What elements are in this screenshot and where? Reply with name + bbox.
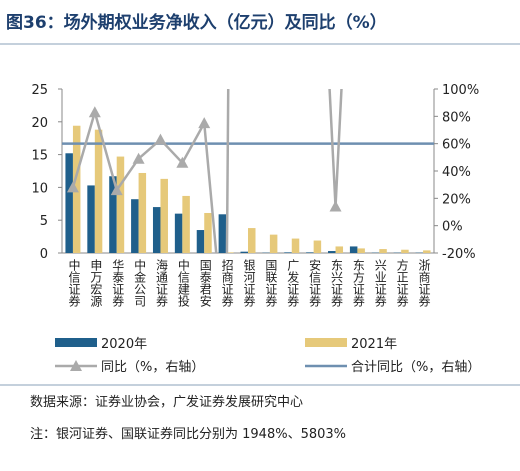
- yoy-marker: [330, 201, 342, 212]
- y2-tick-label: 80%: [442, 110, 471, 125]
- bar: [328, 251, 336, 253]
- bar: [357, 248, 365, 253]
- x-tick-label: 东方证券: [351, 259, 365, 307]
- bar: [219, 214, 227, 253]
- legend-label: 同比（%，右轴）: [101, 360, 204, 375]
- legend-label: 2021年: [351, 337, 397, 352]
- x-tick-label: 中信建投: [176, 258, 190, 307]
- bar: [423, 250, 431, 253]
- x-tick-label: 国泰君安: [198, 259, 212, 307]
- bar: [336, 246, 344, 253]
- x-tick-label: 中金公司: [133, 258, 147, 307]
- bar: [175, 214, 183, 253]
- x-tick-label: 银河证券: [242, 259, 256, 307]
- x-tick-label: 方正证券: [395, 258, 409, 307]
- y2-tick-label: -20%: [442, 247, 476, 262]
- x-tick-label: 国联证券: [264, 259, 278, 307]
- y-tick-label: 0: [40, 247, 48, 262]
- y-tick-label: 25: [31, 83, 48, 98]
- y2-tick-label: 100%: [442, 83, 479, 98]
- yoy-marker: [89, 106, 101, 117]
- bar: [153, 207, 161, 253]
- legend-label: 合计同比（%，右轴）: [351, 360, 480, 375]
- bar: [379, 249, 387, 253]
- bar: [270, 235, 278, 253]
- y2-tick-label: 40%: [442, 165, 471, 180]
- bar: [87, 185, 95, 253]
- x-tick-label: 中信证券: [67, 258, 81, 307]
- bar: [314, 241, 322, 253]
- bar: [401, 250, 409, 253]
- bar: [248, 228, 256, 253]
- x-tick-label: 招商证券: [220, 259, 234, 307]
- bar: [306, 252, 314, 253]
- yoy-marker: [220, 354, 232, 365]
- bar: [350, 246, 358, 253]
- bar: [197, 230, 205, 253]
- y2-tick-label: 20%: [442, 192, 471, 207]
- y-tick-label: 10: [31, 181, 48, 196]
- x-tick-label: 兴业证券: [373, 259, 387, 307]
- x-tick-label: 广发证券: [286, 259, 300, 307]
- chart-title: 图36：场外期权业务净收入（亿元）及同比（%）: [6, 12, 387, 33]
- bar: [292, 239, 300, 253]
- y2-tick-label: 60%: [442, 138, 471, 153]
- x-tick-label: 安信证券: [308, 258, 322, 307]
- y-tick-label: 5: [40, 214, 48, 229]
- bar: [284, 252, 292, 253]
- y-tick-label: 15: [31, 149, 48, 164]
- yoy-marker: [198, 117, 210, 128]
- source: 数据来源：证券业协会，广发证券发展研究中心: [30, 394, 303, 410]
- bar: [241, 252, 249, 253]
- yoy-marker: [154, 134, 166, 145]
- bar: [117, 157, 125, 253]
- bar: [95, 130, 103, 253]
- x-tick-label: 东兴证券: [330, 259, 344, 307]
- legend-label: 2020年: [101, 337, 147, 352]
- bar: [204, 213, 212, 253]
- x-tick-label: 海通证券: [154, 258, 168, 307]
- bar: [182, 196, 190, 253]
- x-tick-label: 华泰证券: [111, 259, 125, 307]
- y2-tick-label: 0%: [442, 220, 463, 235]
- bar: [139, 173, 147, 253]
- x-tick-label: 浙商证券: [417, 259, 431, 307]
- legend-swatch: [305, 338, 347, 347]
- note: 注：银河证券、国联证券同比分别为 1948%、5803%: [30, 426, 346, 442]
- bar: [131, 199, 139, 253]
- bar: [160, 179, 168, 253]
- y-tick-label: 20: [31, 116, 48, 131]
- bar: [65, 153, 73, 253]
- legend-swatch: [55, 338, 97, 347]
- x-tick-label: 申万宏源: [89, 259, 103, 308]
